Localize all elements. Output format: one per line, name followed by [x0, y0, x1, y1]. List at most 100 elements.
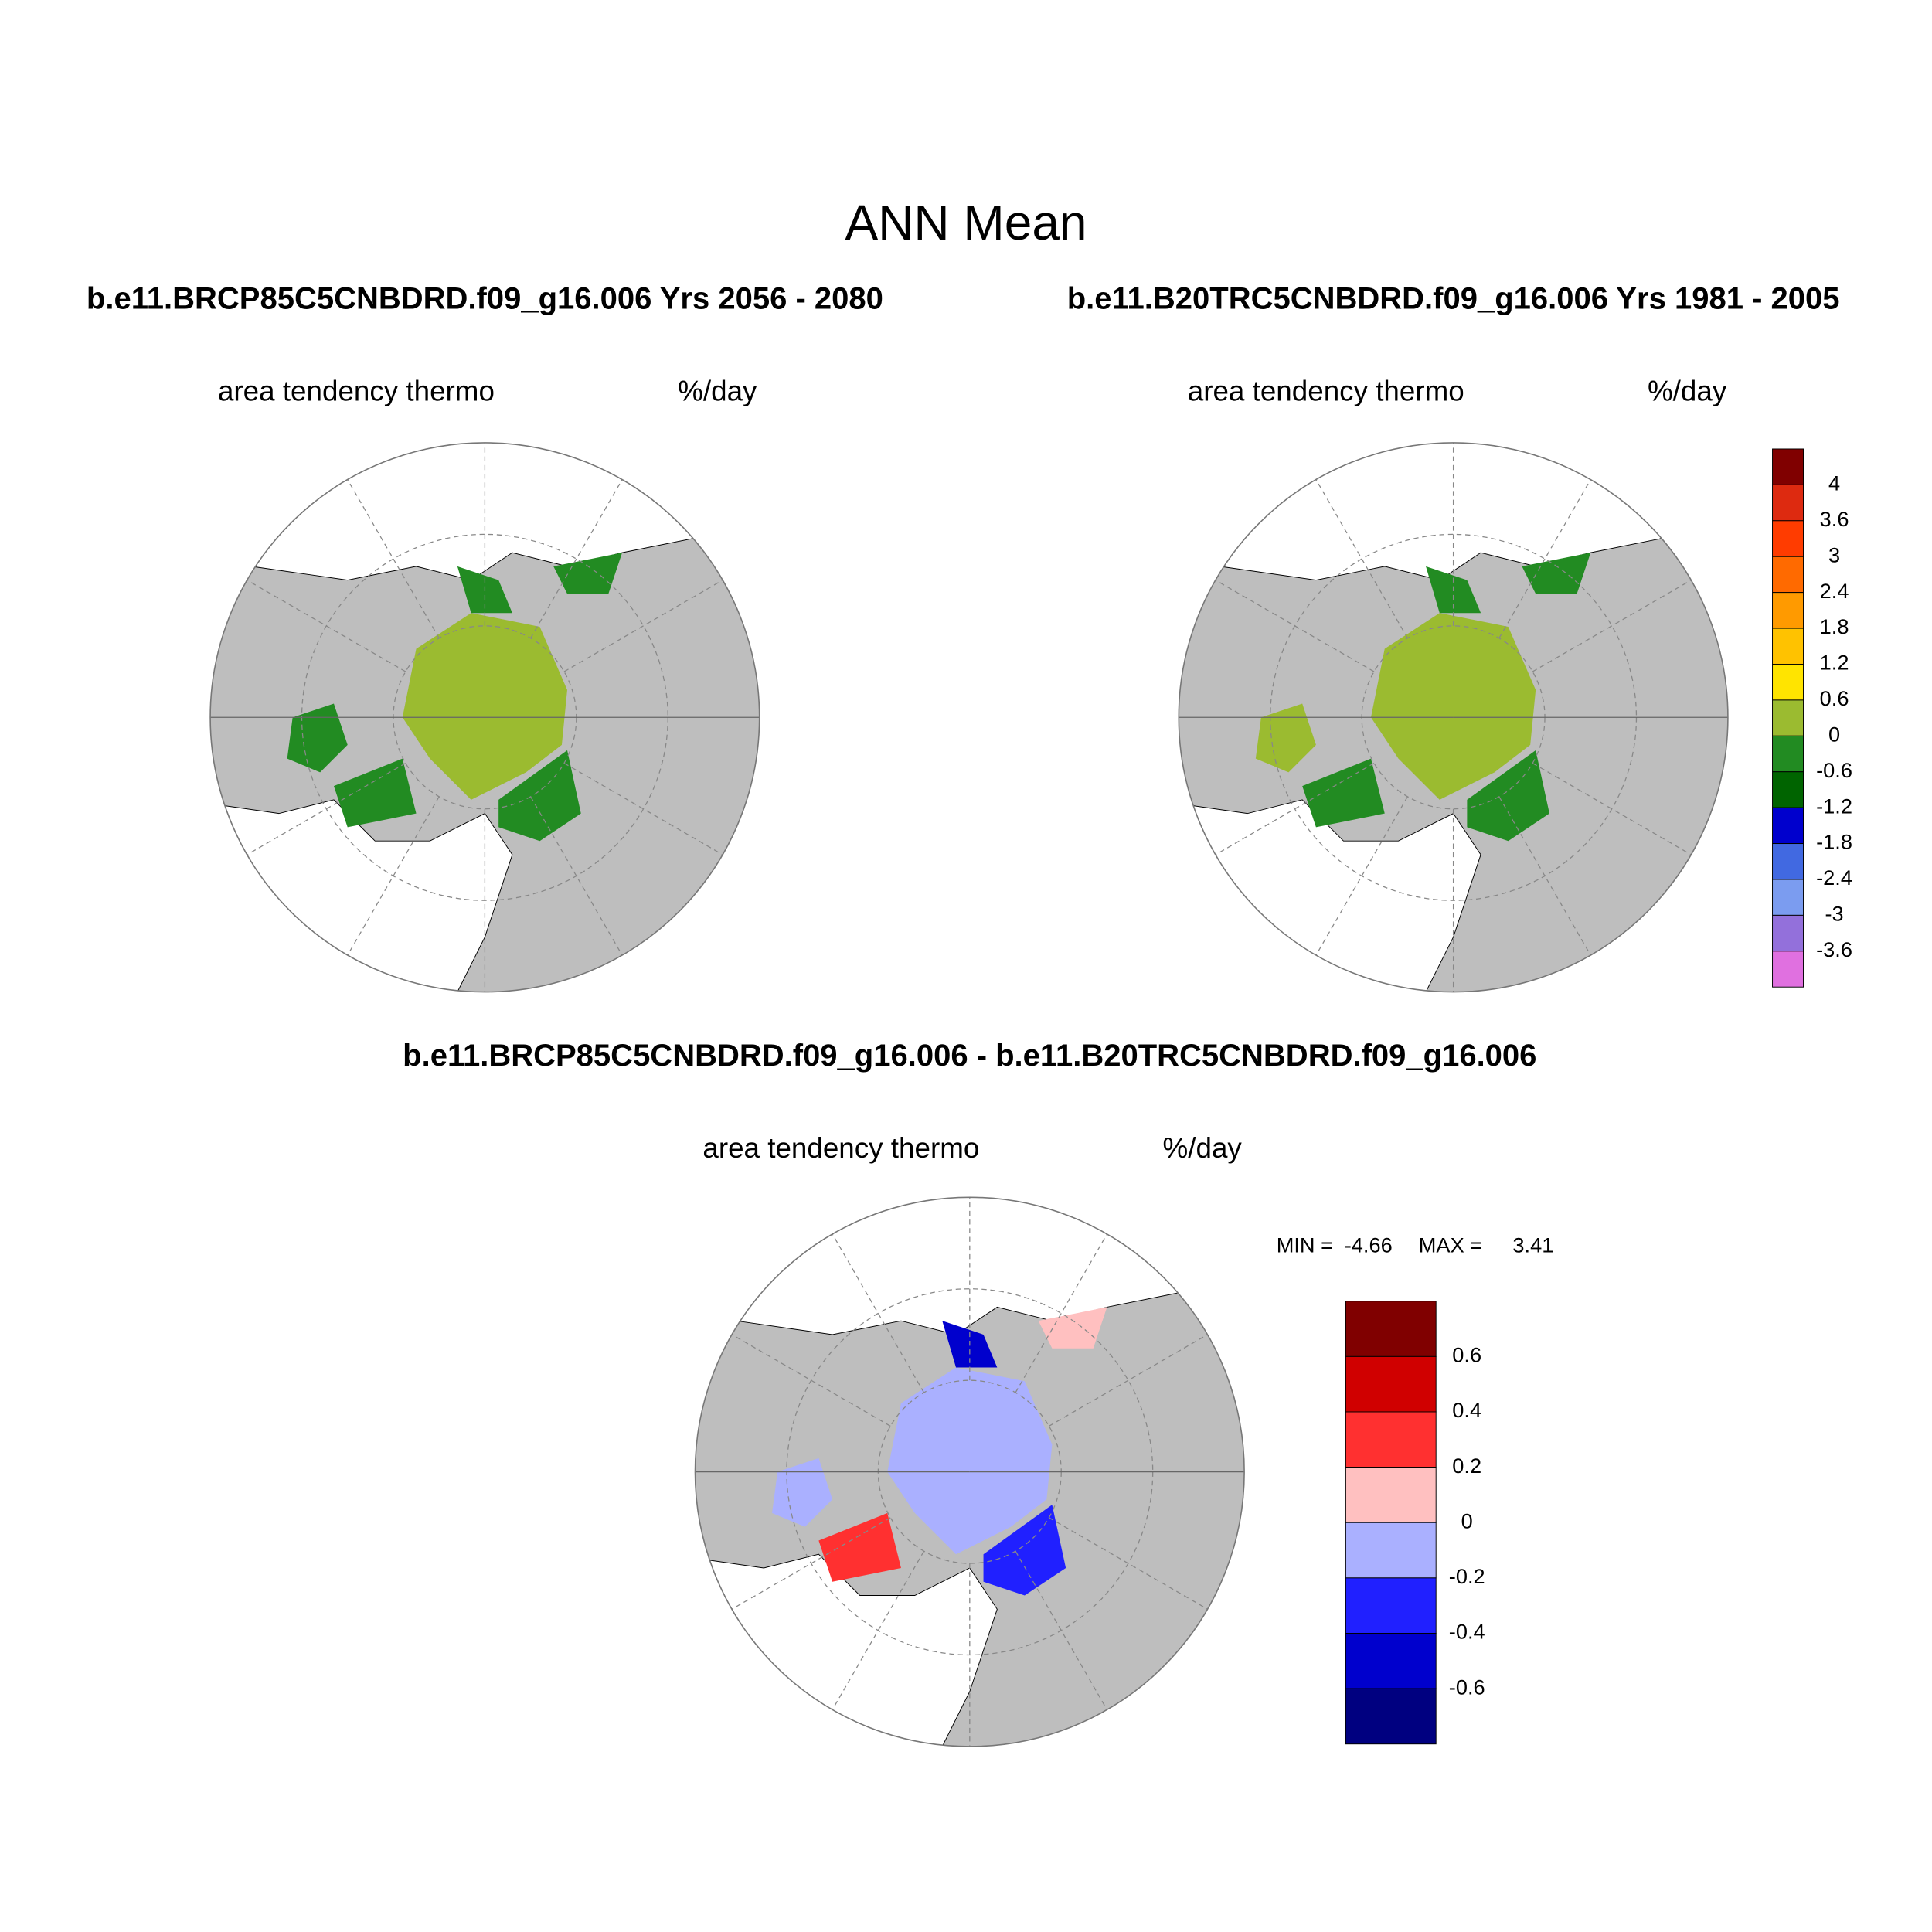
colorbar-label: -3 [1825, 902, 1843, 926]
colorbar-box [1345, 1632, 1437, 1689]
colorbar-box [1772, 448, 1804, 485]
map-border [209, 442, 760, 993]
colorbar-label: -3.6 [1816, 937, 1852, 961]
colorbar-label: 0.6 [1452, 1343, 1481, 1367]
colorbar-label: -0.4 [1449, 1620, 1485, 1644]
longitude-line [530, 479, 623, 639]
variable-label: area tendency thermo [218, 376, 495, 407]
colorbar-label: -1.8 [1816, 830, 1852, 854]
longitude-line [1532, 762, 1692, 855]
panel-header: b.e11.B20TRC5CNBDRD.f09_g16.006 Yrs 1981… [1067, 281, 1840, 315]
panel-header: b.e11.BRCP85C5CNBDRD.f09_g16.006 - b.e11… [403, 1039, 1536, 1073]
colorbar-box [1345, 1522, 1437, 1579]
longitude-line [247, 580, 406, 672]
colorbar-box [1772, 699, 1804, 736]
sea-ice-field [887, 1367, 1053, 1555]
sea-ice-field [553, 553, 623, 594]
colorbar-label: 0 [1828, 722, 1840, 746]
colorbar-box [1345, 1577, 1437, 1634]
max-label: MAX = [1419, 1233, 1482, 1257]
map-border [1178, 442, 1729, 993]
colorbar-box [1772, 484, 1804, 522]
longitude-line [1215, 762, 1375, 855]
longitude-line [563, 580, 723, 672]
colorbar-box [1772, 520, 1804, 557]
colorbar-box [1345, 1411, 1437, 1468]
colorbar-label: 3 [1828, 543, 1840, 566]
sea-ice-field [1255, 703, 1316, 773]
polar-map [695, 1197, 1245, 1747]
map-border [694, 1196, 1245, 1747]
sea-ice-field [333, 758, 417, 828]
longitude-line [563, 762, 723, 855]
min-value: -4.66 [1345, 1233, 1393, 1257]
colorbar-label: 0.4 [1452, 1398, 1481, 1422]
variable-label: area tendency thermo [702, 1132, 979, 1164]
longitude-line [1215, 580, 1375, 672]
colorbar-box [1772, 951, 1804, 988]
colorbar-box [1772, 771, 1804, 808]
colorbar-label: 0.2 [1452, 1454, 1481, 1478]
unit-label: %/day [1648, 376, 1727, 407]
max-value: 3.41 [1512, 1233, 1553, 1257]
unit-label: %/day [678, 376, 757, 407]
longitude-line [1015, 1233, 1108, 1393]
longitude-line [1532, 580, 1692, 672]
longitude-line [1498, 796, 1591, 956]
colorbar-label: 4 [1828, 471, 1840, 495]
longitude-line [731, 1334, 891, 1427]
colorbar-box [1345, 1355, 1437, 1413]
colorbar-box [1772, 879, 1804, 916]
sea-ice-field [1038, 1307, 1107, 1349]
longitude-line [731, 1517, 891, 1610]
colorbar-label: -0.6 [1816, 758, 1852, 782]
longitude-line [1498, 479, 1591, 639]
colorbar-box [1345, 1467, 1437, 1523]
longitude-line [832, 1233, 925, 1393]
longitude-line [1049, 1517, 1208, 1610]
colorbar-label: 3.6 [1820, 507, 1849, 531]
colorbar-label: -0.6 [1449, 1675, 1485, 1699]
colorbar-label: 1.2 [1820, 651, 1849, 675]
polar-map [1179, 442, 1728, 992]
main-title: ANN Mean [845, 195, 1087, 250]
longitude-line [347, 479, 440, 639]
colorbar-box [1772, 592, 1804, 629]
sea-ice-field [402, 613, 567, 800]
longitude-line [530, 796, 623, 956]
polar-map [210, 442, 760, 992]
longitude-line [1315, 796, 1408, 956]
variable-label: area tendency thermo [1188, 376, 1464, 407]
colorbar-label: -2.4 [1816, 866, 1852, 889]
colorbar-label: 0 [1461, 1509, 1473, 1532]
colorbar-label: 2.4 [1820, 579, 1849, 603]
longitude-line [1315, 479, 1408, 639]
longitude-line [1049, 1334, 1208, 1427]
colorbar-label: -1.2 [1816, 794, 1852, 818]
colorbar-box [1772, 663, 1804, 701]
colorbar-box [1772, 914, 1804, 952]
colorbar-box [1345, 1688, 1437, 1745]
colorbar-box [1772, 843, 1804, 880]
longitude-line [247, 762, 406, 855]
colorbar-box [1772, 807, 1804, 845]
sea-ice-field [287, 703, 348, 773]
colorbar-box [1345, 1301, 1437, 1357]
longitude-line [832, 1550, 925, 1710]
sea-ice-field [772, 1458, 833, 1527]
colorbar-box [1772, 735, 1804, 773]
sea-ice-field [818, 1512, 901, 1582]
sea-ice-field [1371, 613, 1536, 800]
colorbar-box [1772, 628, 1804, 665]
sea-ice-field [983, 1505, 1066, 1596]
colorbar-label: 1.8 [1820, 614, 1849, 638]
min-label: MIN = [1277, 1233, 1333, 1257]
unit-label: %/day [1163, 1132, 1243, 1164]
sea-ice-field [1302, 758, 1385, 828]
colorbar-label: -0.2 [1449, 1564, 1485, 1588]
sea-ice-field [1467, 750, 1549, 842]
panel-header: b.e11.BRCP85C5CNBDRD.f09_g16.006 Yrs 205… [87, 281, 883, 315]
longitude-line [347, 796, 440, 956]
